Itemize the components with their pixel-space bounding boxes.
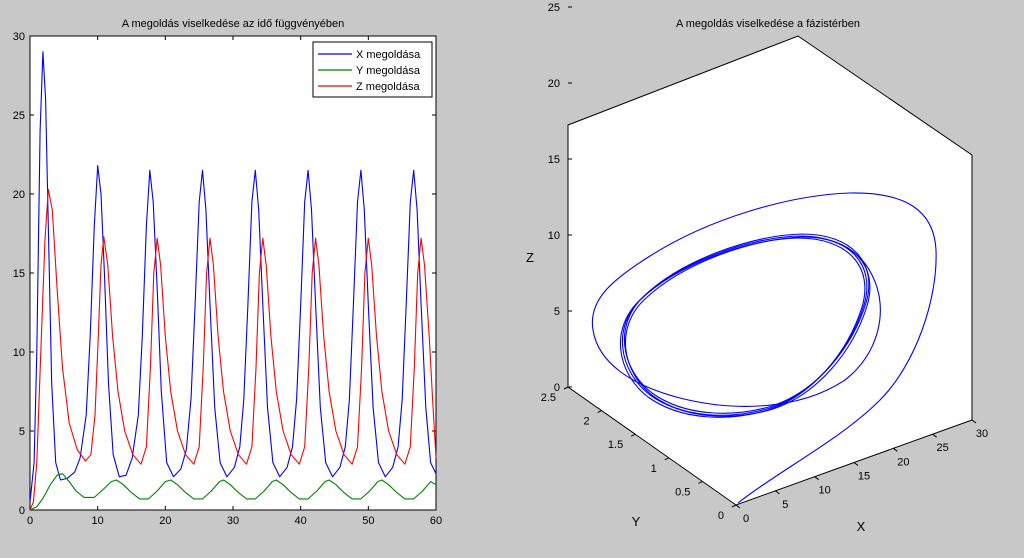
x-tick-label: 10 [92, 515, 104, 527]
x3d-tick-label: 10 [819, 485, 831, 497]
y3d-tick-label: 1 [651, 463, 657, 475]
x-tick-label: 60 [430, 515, 442, 527]
z3d-tick-label: 25 [548, 2, 560, 14]
legend: X megoldása Y megoldása Z megoldása [312, 41, 433, 98]
y-axis-label: Y [632, 514, 641, 529]
x-tick-label: 50 [362, 515, 374, 527]
y-tick-label: 0 [19, 505, 25, 517]
x-axis-label: X [857, 519, 866, 534]
left-series-lines [29, 51, 437, 511]
x3d-tick-label: 30 [976, 428, 988, 440]
x3d-tick-mark [814, 476, 819, 481]
legend-label-y: Y megoldása [356, 65, 421, 77]
y3d-tick-mark [597, 410, 602, 414]
left-chart-title: A megoldás viselkedése az idő függvényéb… [122, 18, 345, 30]
y-tick-label: 25 [13, 110, 25, 122]
y3d-tick-mark [698, 480, 703, 484]
y-tick-label: 30 [13, 31, 25, 43]
x3d-tick-label: 25 [937, 442, 949, 454]
z3d-tick-label: 0 [554, 382, 560, 394]
left-plot-area [29, 35, 437, 511]
z3d-tick-label: 20 [548, 78, 560, 90]
x-tick-label: 20 [159, 515, 171, 527]
x-tick-label: 0 [27, 515, 33, 527]
x-tick-label: 30 [227, 515, 239, 527]
x3d-tick-mark [775, 490, 780, 495]
legend-label-x: X megoldása [356, 49, 421, 61]
series-line-z [29, 188, 437, 511]
trajectory-transient [591, 192, 937, 504]
y3d-tick-mark [630, 433, 636, 437]
z-axis-label: Z [526, 250, 534, 265]
legend-label-z: Z megoldása [356, 81, 420, 93]
trajectory-limit-cycle [619, 237, 866, 418]
x3d-tick-mark [893, 447, 898, 452]
y-tick-label: 10 [13, 347, 25, 359]
y3d-tick-mark [664, 457, 670, 461]
time-series-chart: A megoldás viselkedése az idő függvényéb… [13, 18, 442, 527]
x3d-tick-label: 20 [897, 456, 909, 468]
trajectory-limit-cycle [624, 236, 871, 417]
phase-space-chart: A megoldás viselkedése a fázistérben 0 5 1… [526, 2, 988, 534]
y3d-tick-label: 0 [718, 510, 724, 522]
z3d-tick-label: 10 [548, 230, 560, 242]
y3d-tick-mark [731, 504, 737, 508]
x3d-tick-label: 5 [782, 499, 788, 511]
y3d-tick-label: 2.5 [541, 392, 556, 404]
x3d-tick-mark [971, 419, 977, 424]
x3d-tick-label: 0 [743, 513, 749, 525]
y3d-tick-mark [563, 386, 569, 390]
y3d-tick-label: 2 [583, 416, 589, 428]
z3d-tick-label: 5 [554, 306, 560, 318]
z3d-tick-label: 15 [548, 154, 560, 166]
y3d-tick-label: 0.5 [675, 486, 690, 498]
x3d-tick-label: 15 [858, 471, 870, 483]
right-chart-title: A megoldás viselkedése a fázistérben [676, 18, 860, 30]
trajectory-limit-cycle [623, 233, 870, 414]
y-tick-label: 20 [13, 189, 25, 201]
series-line-y [29, 473, 437, 511]
y-tick-label: 5 [19, 426, 25, 438]
left-axis-ticks: 0 10 20 30 40 50 60 0 5 10 15 20 25 30 [13, 31, 442, 527]
x3d-tick-mark [735, 504, 741, 509]
x3d-tick-mark [932, 433, 937, 438]
phase-trajectory [591, 192, 937, 504]
x-tick-label: 40 [295, 515, 307, 527]
y-tick-label: 15 [13, 268, 25, 280]
y3d-tick-label: 1.5 [608, 439, 623, 451]
x3d-tick-mark [853, 462, 859, 466]
